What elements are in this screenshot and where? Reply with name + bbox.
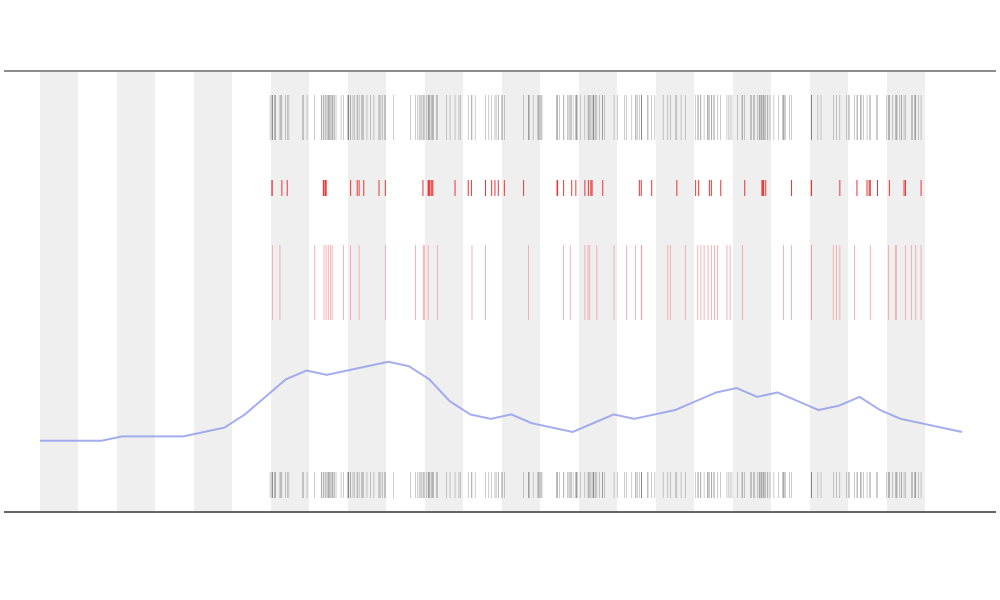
band (117, 72, 155, 511)
band (502, 72, 540, 511)
band (656, 72, 694, 511)
band (810, 72, 848, 511)
band (271, 72, 309, 511)
event-markers (269, 95, 922, 498)
band (194, 72, 232, 511)
band (733, 72, 771, 511)
shaded-bands (40, 72, 925, 511)
series-line (40, 360, 963, 442)
band (40, 72, 78, 511)
band (348, 72, 386, 511)
plot-area (40, 360, 963, 442)
band (425, 72, 463, 511)
band (887, 72, 925, 511)
band (579, 72, 617, 511)
